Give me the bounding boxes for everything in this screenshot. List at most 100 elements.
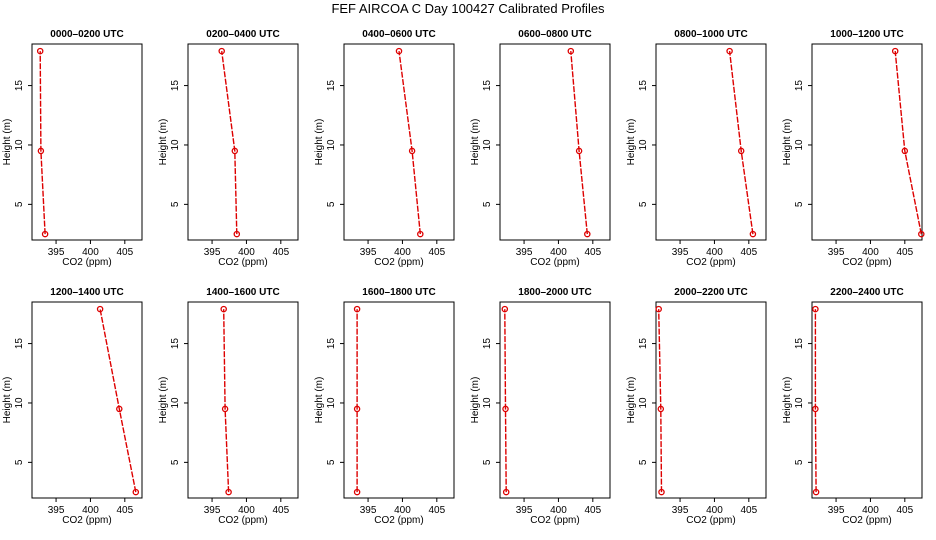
profile-panel: 1200–1400 UTC 395 400 405 5 10 15 CO2 (ppm) Heig… <box>2 287 143 526</box>
data-point <box>116 405 123 413</box>
x-axis-label: CO2 (ppm) <box>374 257 423 268</box>
y-tick-label: 10 <box>794 397 805 409</box>
y-axis-label: Height (m) <box>158 119 169 166</box>
y-tick-label: 5 <box>482 201 493 207</box>
x-tick-label: 395 <box>360 505 377 516</box>
y-tick-label: 5 <box>326 459 337 465</box>
data-point <box>353 305 361 313</box>
data-point <box>225 488 232 496</box>
plot-frame <box>499 43 611 241</box>
x-tick-label: 400 <box>706 247 723 258</box>
profile-line <box>570 51 588 235</box>
x-axis-label: CO2 (ppm) <box>62 257 111 268</box>
y-tick-label: 5 <box>638 201 649 207</box>
profile-panel: 2000–2200 UTC 395 400 405 5 10 15 CO2 (ppm) Heig… <box>626 287 767 526</box>
y-tick-label: 15 <box>638 338 649 350</box>
plot-frame <box>811 43 923 241</box>
y-tick-label: 15 <box>170 80 181 92</box>
data-point <box>584 230 591 238</box>
data-point <box>37 147 45 155</box>
y-tick-label: 5 <box>170 201 181 207</box>
x-tick-label: 395 <box>828 247 845 258</box>
y-tick-label: 5 <box>794 201 805 207</box>
x-tick-label: 395 <box>360 247 377 258</box>
profile-panel: 1600–1800 UTC 395 400 405 5 10 15 CO2 (ppm) Heig… <box>314 287 455 526</box>
y-axis-label: Height (m) <box>626 119 637 166</box>
profile-panel: 0800–1000 UTC 395 400 405 5 10 15 CO2 (ppm) Heig… <box>626 29 767 268</box>
x-tick-label: 400 <box>862 505 879 516</box>
x-tick-label: 405 <box>896 505 913 516</box>
panel-title: 0400–0600 UTC <box>362 29 435 40</box>
panel-title: 1000–1200 UTC <box>830 29 903 40</box>
y-tick-label: 15 <box>326 80 337 92</box>
y-tick-label: 5 <box>326 201 337 207</box>
data-point <box>501 305 509 313</box>
x-axis-label: CO2 (ppm) <box>842 515 891 526</box>
y-tick-label: 5 <box>14 201 25 207</box>
data-point <box>41 230 49 238</box>
x-axis-label: CO2 (ppm) <box>218 515 267 526</box>
profile-line <box>39 51 46 235</box>
x-tick-label: 405 <box>428 505 445 516</box>
plot-frame <box>499 301 611 499</box>
y-tick-label: 10 <box>638 397 649 409</box>
data-point <box>655 305 662 313</box>
data-point <box>502 488 510 496</box>
data-point <box>96 305 104 313</box>
x-axis-label: CO2 (ppm) <box>62 515 111 526</box>
y-axis-label: Height (m) <box>314 119 325 166</box>
x-tick-label: 400 <box>82 247 99 258</box>
x-tick-label: 400 <box>706 505 723 516</box>
data-point <box>417 230 424 238</box>
y-tick-label: 5 <box>170 459 181 465</box>
y-axis-label: Height (m) <box>158 377 169 424</box>
data-point <box>575 147 583 155</box>
x-tick-label: 395 <box>48 505 65 516</box>
y-tick-label: 5 <box>482 459 493 465</box>
data-point <box>812 305 819 313</box>
y-axis-label: Height (m) <box>314 377 325 424</box>
y-axis-label: Height (m) <box>470 377 481 424</box>
x-tick-label: 400 <box>550 247 567 258</box>
profile-line <box>658 309 663 493</box>
profile-line <box>894 51 922 235</box>
y-axis-label: Height (m) <box>782 377 793 424</box>
data-point <box>502 405 509 413</box>
panel-title: 1600–1800 UTC <box>362 287 435 298</box>
y-tick-label: 10 <box>170 139 181 151</box>
data-point <box>657 405 665 413</box>
y-tick-label: 10 <box>326 139 337 151</box>
data-point <box>353 488 361 496</box>
x-axis-label: CO2 (ppm) <box>374 515 423 526</box>
profile-line <box>99 308 137 493</box>
profile-panel: 0000–0200 UTC 395 400 405 5 10 15 CO2 (ppm) Heig… <box>2 29 143 268</box>
y-tick-label: 15 <box>170 338 181 350</box>
data-point <box>353 405 361 413</box>
y-tick-label: 10 <box>14 139 25 151</box>
x-tick-label: 395 <box>48 247 65 258</box>
x-tick-label: 405 <box>116 247 133 258</box>
y-tick-label: 5 <box>794 459 805 465</box>
data-point <box>233 230 241 238</box>
x-tick-label: 405 <box>740 505 757 516</box>
data-point <box>658 488 665 496</box>
y-tick-label: 10 <box>794 139 805 151</box>
plot-frame <box>811 301 923 499</box>
profile-line <box>728 51 754 235</box>
data-point <box>395 47 403 55</box>
x-axis-label: CO2 (ppm) <box>686 257 735 268</box>
panel-title: 0800–1000 UTC <box>674 29 747 40</box>
profile-panel: 0400–0600 UTC 395 400 405 5 10 15 CO2 (ppm) Heig… <box>314 29 455 268</box>
panel-title: 2200–2400 UTC <box>830 287 903 298</box>
data-point <box>726 47 733 55</box>
profile-panel: 1800–2000 UTC 395 400 405 5 10 15 CO2 (ppm) Heig… <box>470 287 611 526</box>
y-tick-label: 10 <box>170 397 181 409</box>
x-tick-label: 400 <box>238 505 255 516</box>
profile-line <box>398 51 421 235</box>
y-tick-label: 15 <box>638 80 649 92</box>
x-tick-label: 395 <box>672 505 689 516</box>
y-tick-label: 15 <box>794 80 805 92</box>
data-point <box>218 47 225 55</box>
x-tick-label: 405 <box>584 505 601 516</box>
y-tick-label: 10 <box>326 397 337 409</box>
